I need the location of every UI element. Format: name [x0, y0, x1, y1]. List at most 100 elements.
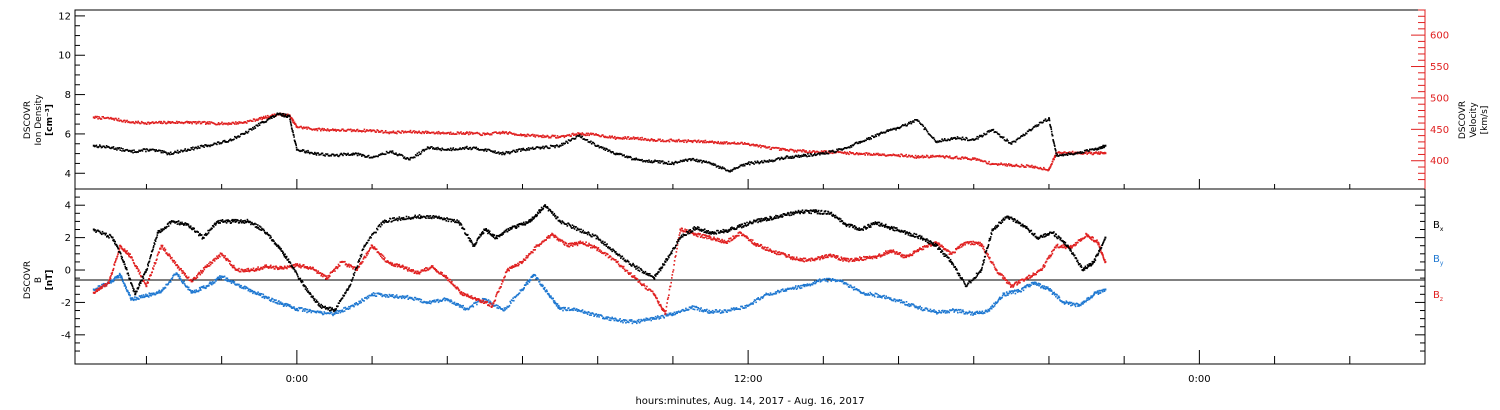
velocity-series-dot	[957, 158, 960, 160]
density-series-dot	[209, 145, 211, 148]
velocity-series-dot	[287, 113, 289, 116]
by-series-dot	[1060, 300, 1063, 302]
bz-series-dot	[502, 280, 504, 283]
by-series-dot	[504, 309, 506, 311]
velocity-series-dot	[549, 136, 551, 138]
by-series-dot	[1038, 284, 1040, 287]
density-series-dot	[188, 149, 191, 151]
density-series-dot	[367, 154, 370, 157]
velocity-series-dot	[1059, 151, 1062, 154]
density-series-dot	[116, 149, 118, 151]
velocity-series-dot	[99, 117, 101, 119]
velocity-series-dot	[1024, 165, 1026, 168]
velocity-series-dot	[1001, 163, 1003, 165]
plot-frame	[74, 9, 1426, 365]
density-series-dot	[967, 139, 970, 142]
density-series-point	[859, 140, 862, 143]
by-series-dot	[1077, 305, 1079, 307]
bz-series-dot	[604, 251, 606, 254]
by-series-dot	[718, 310, 720, 313]
density-series-dot	[839, 148, 842, 151]
density-series-dot	[362, 154, 365, 157]
velocity-series-dot	[402, 131, 405, 134]
density-series-dot	[1077, 152, 1080, 154]
velocity-series-dot	[1025, 164, 1028, 166]
by-series-dot	[990, 306, 992, 308]
density-series-dot	[632, 158, 635, 161]
velocity-series-dot	[449, 133, 451, 135]
by-series-dot	[863, 293, 866, 295]
by-series-dot	[531, 276, 533, 278]
velocity-series-point	[111, 117, 114, 120]
density-series-dot	[256, 124, 258, 126]
density-series-dot	[405, 158, 408, 160]
velocity-series-dot	[1062, 152, 1065, 154]
density-series-dot	[246, 132, 249, 134]
velocity-series-dot	[890, 154, 893, 157]
by-series-dot	[668, 312, 671, 315]
bz-series-dot	[151, 271, 153, 273]
velocity-series-dot	[500, 131, 502, 134]
density-series-dot	[319, 153, 321, 156]
by-series-dot	[997, 299, 1000, 301]
density-series-dot	[1071, 153, 1074, 156]
by-series-dot	[669, 312, 672, 314]
density-series-dot	[832, 150, 835, 153]
bz-series-dot	[430, 266, 432, 269]
density-series-dot	[912, 120, 914, 122]
by-series-dot	[471, 304, 474, 306]
density-series-dot	[685, 159, 688, 161]
velocity-series-dot	[372, 129, 374, 132]
by-series-dot	[135, 299, 137, 301]
by-series-dot	[501, 308, 503, 310]
velocity-series-dot	[778, 149, 781, 151]
by-series-dot	[662, 314, 664, 317]
by-series-dot	[175, 273, 177, 276]
by-series-dot	[1082, 300, 1085, 303]
velocity-series-dot	[1099, 152, 1101, 155]
density-series-dot	[355, 152, 357, 154]
velocity-series-dot	[332, 128, 334, 130]
density-series-dot	[561, 144, 564, 146]
bz-series-dot	[494, 299, 497, 302]
velocity-series-dot	[594, 134, 596, 136]
velocity-series-dot	[455, 133, 458, 135]
velocity-series-dot	[273, 113, 276, 115]
by-series-dot	[455, 302, 458, 305]
velocity-series-point	[596, 134, 599, 136]
density-series-dot	[315, 154, 318, 156]
density-series-dot	[612, 151, 614, 153]
velocity-series-dot	[780, 149, 783, 151]
bz-series-dot	[516, 264, 519, 267]
by-series-dot	[448, 300, 451, 302]
density-series-point	[521, 148, 524, 151]
density-series-dot	[573, 138, 576, 140]
density-series-dot	[568, 139, 571, 142]
by-series-dot	[853, 286, 856, 288]
by-series-dot	[873, 295, 876, 298]
by-series-dot	[284, 304, 287, 306]
density-series-dot	[908, 122, 911, 125]
density-series-dot	[426, 148, 428, 150]
bz-series-dot	[296, 263, 299, 265]
density-series-dot	[1102, 145, 1104, 148]
by-series-dot	[692, 308, 694, 310]
velocity-series-dot	[598, 135, 601, 137]
by-series-dot	[1088, 298, 1091, 301]
bz-series-dot	[458, 289, 461, 291]
density-series-dot	[748, 161, 750, 163]
density-series-dot	[551, 145, 554, 147]
density-series-dot	[508, 151, 510, 153]
bz-series-dot	[622, 265, 625, 268]
density-series-dot	[1058, 155, 1060, 157]
density-series-dot	[1100, 146, 1103, 148]
by-series-dot	[249, 290, 251, 293]
density-series-dot	[737, 167, 739, 169]
velocity-series-dot	[920, 155, 923, 158]
by-series-dot	[348, 307, 351, 310]
by-series-dot	[816, 280, 818, 283]
velocity-series-dot	[696, 141, 698, 144]
velocity-series-dot	[128, 121, 131, 124]
by-series-dot	[115, 277, 118, 279]
velocity-series-dot	[533, 134, 536, 136]
